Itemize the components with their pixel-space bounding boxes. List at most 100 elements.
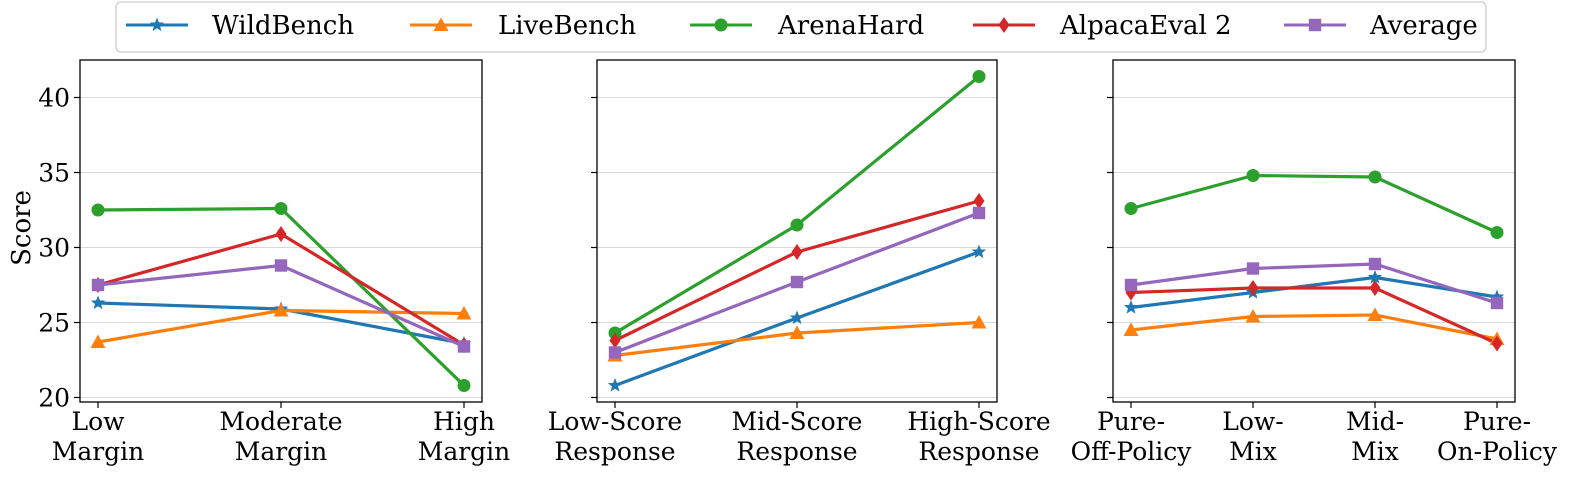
legend-marker-shape-average [1308,18,1322,32]
panel-response-quality: Low-ScoreResponseMid-ScoreResponseHigh-S… [548,59,1051,466]
legend-marker-shape-arenahard [714,18,728,32]
legend-item-alpacaeval2: AlpacaEval 2 [973,11,1232,41]
series-line-arenahard [1130,173,1498,234]
y-tick-label: 40 [38,84,70,113]
data-point-arenahard [1490,226,1504,239]
x-tick-label: Mid- [1346,407,1404,436]
legend-marker-arenahard [714,18,728,32]
data-point-arenahard [972,70,986,83]
data-point-arenahard [790,218,804,232]
data-point-average [457,340,471,353]
data-point-arenahard [274,202,288,215]
data-point-arenahard [91,203,105,217]
data-point-average [972,206,986,220]
x-tick-label: Mid-Score [732,407,863,436]
legend-label-livebench: LiveBench [498,11,636,41]
data-point-average [1246,262,1260,275]
y-tick-label: 25 [38,309,70,338]
data-point-average [1490,296,1504,310]
x-tick-label: High-Score [907,407,1050,436]
legend-marker-average [1308,18,1322,32]
data-point-livebench [789,325,805,339]
panel-margin: 2025303540LowMarginModerateMarginHighMar… [38,59,511,466]
legend-marker-livebench [433,17,449,31]
data-point-alpacaeval2 [973,193,985,209]
plot-frame [79,59,483,403]
legend-item-average: Average [1284,11,1478,41]
series-line-livebench [1130,313,1498,341]
legend-label-wildbench: WildBench [212,11,354,41]
data-point-alpacaeval2 [1491,335,1503,352]
series-line-wildbench [1130,275,1498,310]
data-point-arenahard [1246,169,1260,182]
plot-frame [596,59,998,403]
x-tick-label: Margin [235,437,328,466]
x-tick-label: On-Policy [1437,437,1558,466]
data-point-wildbench [1489,289,1505,304]
x-tick-label: Response [918,437,1039,466]
data-point-livebench [1367,307,1383,321]
data-point-arenahard [457,379,471,392]
data-point-alpacaeval2 [1369,280,1381,296]
data-point-livebench [273,303,289,317]
data-point-livebench [971,315,987,329]
data-point-average [608,346,622,359]
data-point-average [274,259,288,272]
data-point-average [1368,257,1382,271]
data-point-average [790,275,804,289]
legend-label-arenahard: ArenaHard [777,11,924,41]
legend-marker-wildbench [149,17,165,32]
x-tick-label: Response [554,437,675,466]
x-tick-label: Mix [1229,437,1277,466]
legend-marker-alpacaeval2 [998,17,1010,33]
x-tick-label: Margin [52,437,145,466]
data-point-wildbench [971,244,987,259]
x-tick-label: Mix [1351,437,1399,466]
data-point-livebench [1245,309,1261,323]
data-point-wildbench [1367,270,1383,284]
data-point-alpacaeval2 [1247,280,1259,296]
panel-policy-mix: Pure-Off-PolicyLow-MixMid-MixPure-On-Pol… [1071,59,1558,466]
legend-frame [115,1,1487,53]
x-tick-label: Response [736,437,857,466]
data-point-wildbench [90,295,106,310]
y-tick-label: 35 [38,159,70,188]
data-point-average [91,278,105,292]
x-tick-label: Off-Policy [1071,437,1193,466]
data-point-livebench [90,334,106,348]
legend-marker-shape-wildbench [149,17,165,32]
data-point-arenahard [1368,170,1382,184]
x-tick-label: Pure- [1463,407,1531,436]
data-point-alpacaeval2 [275,226,287,242]
x-tick-label: Margin [418,437,511,466]
data-point-wildbench [607,378,623,392]
data-point-alpacaeval2 [609,332,621,349]
x-tick-label: Pure- [1097,407,1165,436]
y-axis-label: Score [7,190,37,266]
legend-label-average: Average [1369,11,1478,41]
data-point-livebench [456,306,472,320]
legend: WildBench LiveBench ArenaHard AlpacaEval… [115,1,1487,53]
data-point-arenahard [1124,202,1138,215]
data-point-alpacaeval2 [791,244,803,260]
series-line-alpacaeval2 [97,232,465,347]
legend-marker-shape-livebench [433,17,449,31]
x-tick-label: Low- [1222,407,1284,436]
legend-item-arenahard: ArenaHard [690,11,924,41]
data-point-average [1124,278,1138,292]
series-line-arenahard [614,75,981,335]
series-line-average [1130,262,1498,305]
legend-marker-shape-alpacaeval2 [998,17,1010,33]
data-point-wildbench [789,310,805,325]
y-tick-label: 30 [38,234,70,263]
legend-item-wildbench: WildBench [126,11,354,41]
data-point-livebench [1123,322,1139,336]
x-tick-label: Low-Score [548,407,682,436]
series-line-alpacaeval2 [1130,286,1498,345]
y-tick-label: 20 [38,384,70,413]
plot-frame [1112,59,1516,403]
x-tick-label: Low [71,407,125,436]
legend-item-livebench: LiveBench [410,11,636,41]
data-point-wildbench [1123,300,1139,314]
